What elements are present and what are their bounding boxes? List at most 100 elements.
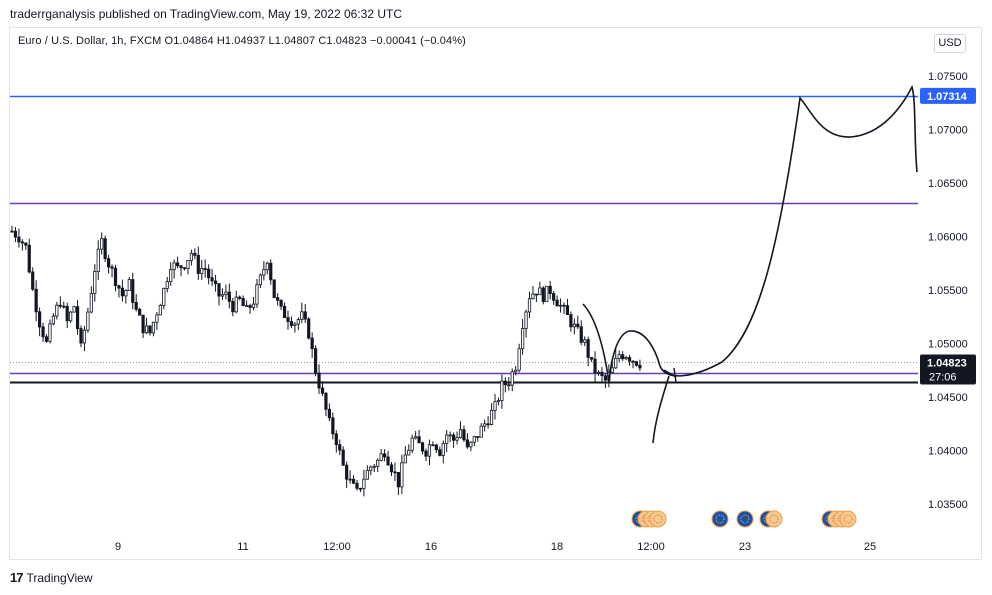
price-axis: 1.07500 1.07000 1.06500 1.06000 1.05500 1.050… (928, 71, 968, 511)
candle-body (238, 296, 242, 299)
currency-button[interactable]: USD (934, 34, 966, 53)
candle-body (282, 305, 287, 319)
candle-body (10, 230, 14, 233)
candle-body (548, 285, 552, 294)
candle-body (514, 369, 518, 373)
publish-info: traderrganalysis published on TradingVie… (10, 7, 402, 21)
candle-body (289, 321, 294, 326)
candle-body (179, 265, 183, 269)
candle-body (382, 453, 387, 458)
candle-body (13, 230, 18, 238)
candle-body (455, 437, 459, 441)
horizontal-lines (10, 95, 918, 384)
candle-body (241, 298, 245, 307)
tradingview-logo-icon: 17 (10, 570, 24, 585)
candle-body (376, 459, 380, 467)
candle-body (27, 244, 31, 273)
marker-x-1 (663, 369, 677, 378)
candle-body (424, 450, 428, 457)
candle-body (172, 262, 176, 270)
candle-body (627, 357, 632, 362)
candle-body (462, 429, 466, 441)
candle-body (58, 304, 62, 307)
candle-body (365, 470, 369, 480)
candle-body (593, 358, 597, 374)
candle-body (286, 317, 290, 322)
candle-body (231, 301, 235, 313)
event-flag-icon[interactable] (711, 510, 729, 528)
y-tick-label: 1.07000 (928, 125, 968, 137)
candle-body (224, 291, 228, 296)
candle-body (234, 296, 238, 313)
candle-body (48, 323, 52, 342)
candle-body (503, 380, 507, 386)
candle-body (586, 339, 590, 358)
candle-body (86, 311, 90, 331)
candle-body (438, 449, 442, 456)
candle-body (296, 319, 300, 325)
candle-body (262, 269, 266, 276)
candle-body (562, 304, 566, 307)
user-drawing (582, 84, 918, 444)
candle-body (303, 311, 307, 320)
candle-body (507, 384, 511, 387)
candle-body (600, 371, 604, 377)
candle-body (510, 371, 514, 386)
candle-body (258, 274, 263, 286)
candle-body (131, 279, 135, 303)
candle-body (569, 314, 573, 328)
candle-body (213, 280, 218, 285)
candle-body (476, 436, 480, 438)
candle-body (124, 289, 128, 297)
chart-frame (9, 27, 982, 560)
candle-body (151, 321, 156, 334)
candle-body (144, 325, 149, 334)
candle-body (276, 297, 280, 301)
candle-body (175, 262, 180, 267)
price-label-box (920, 354, 976, 385)
y-tick-label: 1.05500 (928, 285, 968, 297)
candle-body (486, 423, 490, 426)
x-tick-label: 12:00 (637, 541, 665, 553)
candle-body (458, 429, 463, 438)
candle-body (534, 293, 539, 296)
candle-body (300, 311, 304, 320)
candle-body (320, 387, 325, 394)
candle-body (331, 417, 335, 435)
price-label-current: 1.04823 (927, 357, 967, 369)
brand-name[interactable]: TradingView (26, 570, 93, 585)
candle-body (148, 325, 152, 334)
event-flag-icon[interactable] (736, 510, 754, 528)
candle-body (89, 292, 93, 313)
candle-body (65, 306, 69, 322)
event-flag-icon[interactable] (839, 510, 857, 528)
y-tick-label: 1.03500 (928, 499, 968, 511)
candle-body (451, 434, 456, 441)
candle-body (517, 348, 521, 371)
candle-body (496, 400, 501, 403)
x-tick-label: 12:00 (323, 541, 351, 553)
candle-body (558, 304, 563, 307)
candle-body (307, 318, 311, 339)
pullback-stroke (652, 375, 670, 444)
candle-body (31, 271, 35, 290)
candle-body (576, 323, 580, 328)
x-tick-label: 9 (115, 541, 121, 553)
candle-body (34, 288, 38, 313)
candle-body (155, 314, 159, 323)
candle-body (420, 442, 425, 452)
candle-body (17, 236, 21, 243)
candle-body (572, 323, 576, 328)
event-flag-icon[interactable] (765, 510, 783, 528)
candle-body (389, 464, 394, 473)
candle-body (227, 291, 231, 302)
candle-body (555, 299, 559, 307)
candle-body (96, 248, 100, 272)
candle-body (634, 361, 639, 366)
y-tick-label: 1.04500 (928, 392, 968, 404)
candle-body (410, 437, 414, 451)
event-flag-icon[interactable] (649, 510, 667, 528)
candle-body (431, 444, 435, 447)
footer: 17 TradingView (10, 570, 93, 585)
